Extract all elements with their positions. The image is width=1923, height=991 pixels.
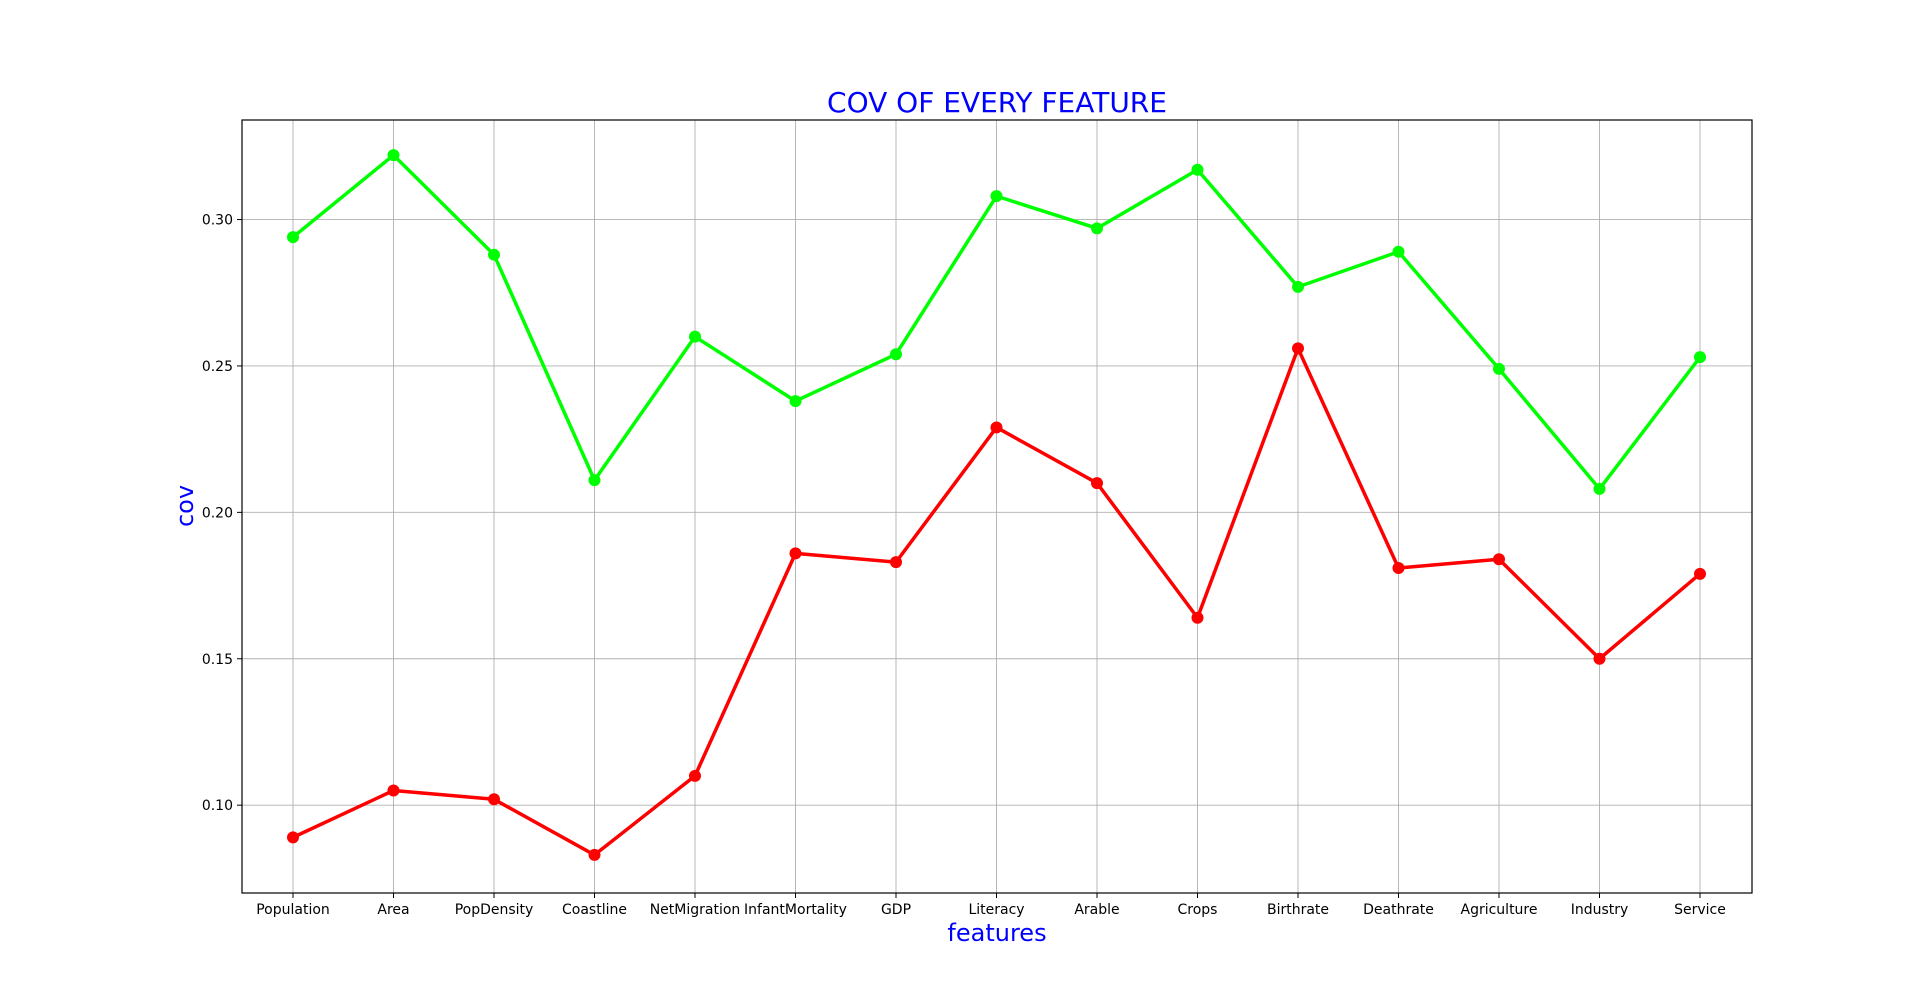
data-point[interactable] <box>287 831 299 844</box>
y-tick-label: 0.30 <box>202 213 233 229</box>
data-point[interactable] <box>1392 561 1405 574</box>
x-axis-title: features <box>947 919 1046 947</box>
chart-title: COV OF EVERY FEATURE <box>827 86 1167 119</box>
data-point[interactable] <box>287 231 299 244</box>
x-tick-label: Area <box>377 902 409 918</box>
x-tick-label: PopDensity <box>455 902 534 918</box>
data-point[interactable] <box>1091 477 1103 490</box>
data-point[interactable] <box>1091 222 1103 235</box>
data-point[interactable] <box>1593 482 1606 495</box>
data-point[interactable] <box>990 190 1003 203</box>
y-axis-title: cov <box>171 485 199 527</box>
data-point[interactable] <box>689 769 701 782</box>
x-tick-label: Service <box>1674 902 1726 918</box>
series-1 <box>287 149 1706 495</box>
data-point[interactable] <box>387 149 400 162</box>
data-point[interactable] <box>1493 553 1505 566</box>
data-point[interactable] <box>1593 652 1606 665</box>
x-axis-ticks: Population Area PopDensity Coastline NetMigr… <box>256 893 1726 918</box>
data-point[interactable] <box>488 248 500 261</box>
y-tick-label: 0.10 <box>202 798 233 814</box>
x-tick-label: Literacy <box>968 902 1024 918</box>
x-tick-label: Deathrate <box>1363 902 1434 918</box>
data-point[interactable] <box>588 474 601 487</box>
series-2 <box>287 342 1706 861</box>
data-point[interactable] <box>890 348 902 361</box>
data-point[interactable] <box>488 793 500 806</box>
y-tick-label: 0.25 <box>202 359 233 375</box>
data-point[interactable] <box>588 848 601 861</box>
data-point[interactable] <box>689 330 701 343</box>
data-point[interactable] <box>789 547 802 560</box>
data-point[interactable] <box>1191 611 1204 624</box>
y-tick-label: 0.15 <box>202 652 233 668</box>
y-axis-ticks: 0.10 0.15 0.20 0.25 0.30 <box>202 213 242 814</box>
data-point[interactable] <box>1493 362 1505 375</box>
x-tick-label: Agriculture <box>1461 902 1538 918</box>
y-tick-label: 0.20 <box>202 505 233 521</box>
x-tick-label: Birthrate <box>1267 902 1329 918</box>
x-tick-label: NetMigration <box>650 902 741 918</box>
data-point[interactable] <box>890 556 902 569</box>
x-tick-label: Arable <box>1074 902 1119 918</box>
data-point[interactable] <box>387 784 400 797</box>
data-point[interactable] <box>1292 280 1304 293</box>
series-layer <box>287 149 1706 861</box>
x-tick-label: Industry <box>1571 902 1629 918</box>
data-point[interactable] <box>1694 567 1706 580</box>
x-tick-label: GDP <box>881 902 911 918</box>
data-point[interactable] <box>1694 351 1706 364</box>
data-point[interactable] <box>789 395 802 408</box>
data-point[interactable] <box>990 421 1003 434</box>
data-point[interactable] <box>1392 245 1405 258</box>
data-point[interactable] <box>1191 163 1204 176</box>
x-tick-label: Crops <box>1178 902 1218 918</box>
data-point[interactable] <box>1292 342 1304 355</box>
x-tick-label: Coastline <box>562 902 627 918</box>
x-tick-label: InfantMortality <box>744 902 847 918</box>
x-tick-label: Population <box>256 902 330 918</box>
